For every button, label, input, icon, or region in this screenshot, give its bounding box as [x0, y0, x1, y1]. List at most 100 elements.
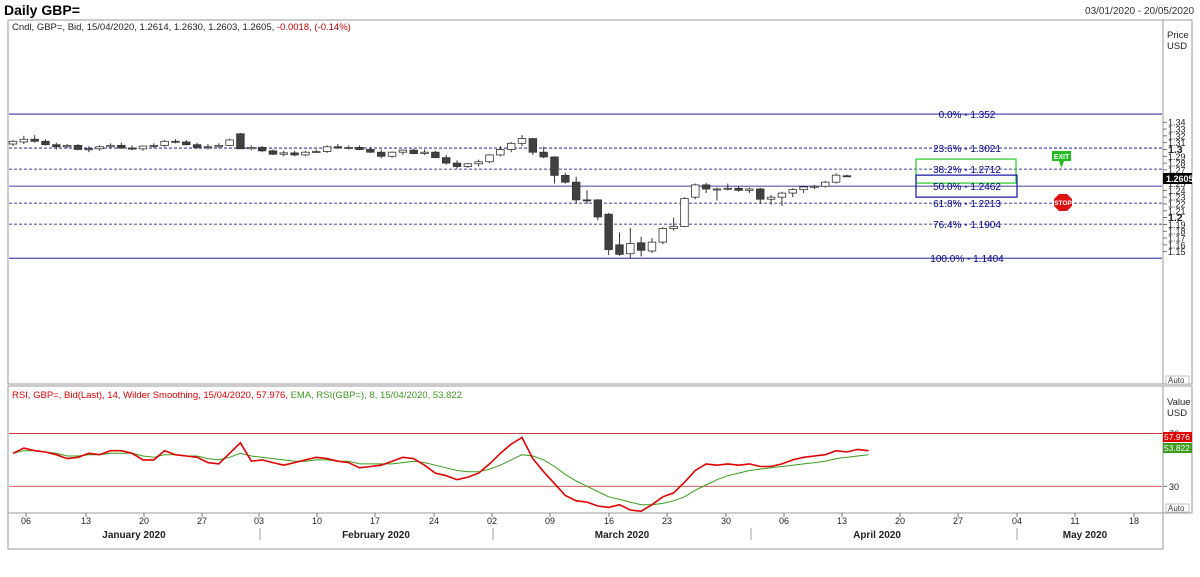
price-tick-label: 1.33	[1168, 125, 1186, 135]
candle-body	[701, 184, 711, 190]
rsi-legend: RSI, GBP=, Bid(Last), 14, Wilder Smoothi…	[12, 390, 462, 401]
time-axis: 06 13 20 27 03 10 17 24 02 09 16 23 30 06 13 20 27 04 11 18…	[21, 513, 1139, 541]
price-panel-frame	[7, 19, 1164, 385]
candle-body	[528, 138, 538, 153]
candle-body	[333, 146, 343, 149]
candle-body	[73, 144, 83, 150]
rsi-line	[12, 436, 869, 513]
price-tick-label: 1.24	[1168, 186, 1186, 196]
candle-body	[756, 188, 765, 200]
month-label: February 2020	[342, 530, 410, 541]
candle-body	[831, 174, 841, 183]
candle-body	[626, 243, 635, 255]
candle-body	[225, 139, 234, 146]
time-tick-label: 24	[429, 516, 439, 526]
price-tick-label: 1.2	[1168, 212, 1183, 224]
candle-body	[8, 140, 18, 145]
candle-body	[691, 184, 700, 198]
rsi-auto-box[interactable]	[1165, 503, 1190, 513]
fib-box-38-2	[915, 158, 1017, 184]
month-label: January 2020	[102, 530, 166, 541]
candle-body	[474, 161, 483, 165]
price-tick-label: 1.29	[1168, 152, 1186, 162]
time-tick-label: 23	[662, 516, 672, 526]
time-axis-frame	[7, 512, 1164, 550]
fib-label-38-2: 38.2% - 1.2712	[933, 165, 1001, 176]
price-tick-label: 1.21	[1168, 206, 1186, 216]
stop-octagon	[1054, 194, 1072, 211]
candle-body	[712, 188, 722, 191]
candle-body	[290, 152, 299, 156]
rsi-legend-text: RSI, GBP=, Bid(Last), 14, Wilder Smoothi…	[12, 390, 288, 401]
price-tick-label: 1.23	[1168, 193, 1186, 203]
fib-label-23-6: 23.6% - 1.3021	[933, 144, 1001, 155]
price-axis-unit: USD	[1167, 41, 1187, 52]
time-tick-label: 13	[81, 516, 91, 526]
candle-body	[810, 185, 819, 188]
month-label: April 2020	[853, 530, 901, 541]
month-label: May 2020	[1063, 530, 1108, 541]
candle-body	[84, 148, 94, 151]
price-auto-label: Auto	[1168, 376, 1185, 385]
price-tick-label: 1.28	[1168, 159, 1186, 169]
candle-body	[312, 151, 321, 153]
price-axis-title: Price	[1167, 30, 1189, 41]
price-tick-label: 1.32	[1168, 131, 1186, 141]
candle-body	[247, 147, 256, 150]
fib-box-50-0	[915, 174, 1018, 198]
exit-flag	[1052, 151, 1071, 161]
time-tick-label: 02	[487, 516, 497, 526]
candle-body	[344, 147, 353, 149]
candle-body	[582, 199, 592, 202]
rsi-auto-label: Auto	[1168, 504, 1185, 513]
fib-label-61-8: 61.8% - 1.2213	[933, 199, 1001, 210]
time-tick-label: 04	[1012, 516, 1022, 526]
candle-body	[377, 151, 386, 157]
candle-body	[550, 156, 559, 176]
fib-label-0-0: 0.0% - 1.352	[939, 110, 996, 121]
candle-body	[669, 226, 678, 229]
ema-legend-text: EMA, RSI(GBP=), 8, 15/04/2020, 53.822	[291, 390, 462, 401]
candle-body	[496, 149, 505, 156]
candle-body	[30, 138, 39, 142]
candle-body	[788, 189, 797, 194]
candle-body	[539, 151, 548, 158]
candle-body	[117, 144, 126, 149]
candle-body	[463, 163, 473, 167]
price-tick-label: 1.19	[1168, 220, 1186, 230]
candle-body	[398, 149, 408, 153]
candle-body	[506, 142, 516, 150]
time-tick-label: 20	[139, 516, 149, 526]
candle-body	[561, 174, 570, 183]
price-tick-label: 1.16	[1168, 240, 1186, 250]
candle-body	[420, 151, 429, 154]
price-tick-label: 1.22	[1168, 199, 1186, 209]
candle-body	[799, 186, 808, 191]
candle-body	[106, 144, 115, 148]
candle-body	[41, 140, 50, 146]
price-auto-box[interactable]	[1165, 375, 1190, 385]
time-tick-label: 27	[197, 516, 207, 526]
candle-body	[409, 149, 418, 154]
exit-label: EXIT	[1054, 154, 1070, 161]
candle-body	[19, 138, 29, 143]
last-price-label: 1.2605	[1166, 174, 1194, 184]
time-tick-label: 03	[254, 516, 264, 526]
time-tick-label: 27	[953, 516, 963, 526]
price-tick-label: 1.17	[1168, 234, 1186, 244]
time-tick-label: 18	[1129, 516, 1139, 526]
candle-body	[485, 154, 494, 163]
candle-body	[149, 144, 158, 147]
rsi-axis-unit: USD	[1167, 408, 1187, 419]
price-legend: Cndl, GBP=, Bid, 15/04/2020, 1.2614, 1.2…	[12, 22, 351, 33]
price-axis-ticks: 1.151.161.171.181.191.21.211.221.231.241…	[1163, 118, 1186, 257]
candle-body	[268, 150, 278, 155]
date-range: 03/01/2020 - 20/05/2020	[1085, 6, 1194, 17]
candle-body	[257, 147, 267, 152]
candle-body	[52, 144, 61, 148]
last-price-badge	[1163, 173, 1192, 184]
rsi-last-badge	[1163, 432, 1192, 442]
candle-body	[636, 242, 646, 251]
candle-body	[615, 244, 624, 255]
ema-line	[12, 450, 869, 506]
